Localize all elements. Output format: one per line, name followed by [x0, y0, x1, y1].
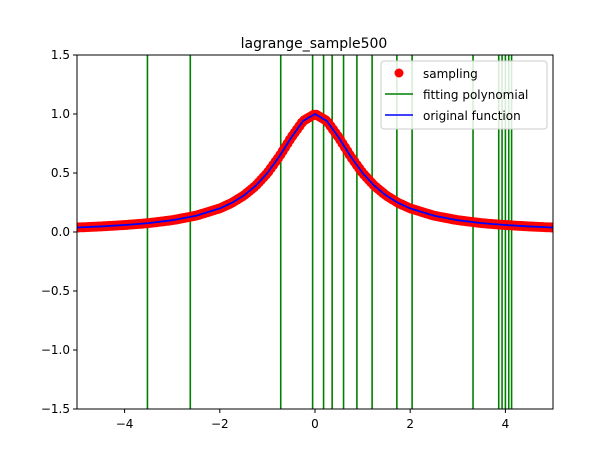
- legend-sampling-marker: [394, 68, 404, 78]
- x-tick-label-0: −4: [116, 417, 134, 431]
- axes: −4 −2 0 2 4 −1.5 −1.0 −0.5 0.0 0.5 1.0 1.5: [41, 48, 554, 431]
- legend: sampling fitting polynomial original fun…: [380, 60, 548, 130]
- legend-original-label: original function: [423, 109, 521, 123]
- x-tick-label-2: 0: [311, 417, 319, 431]
- y-tick-label-2: −0.5: [41, 284, 70, 298]
- legend-sampling-label: sampling: [423, 67, 478, 81]
- y-tick-label-3: 0.0: [51, 225, 70, 239]
- y-tick-label-1: −1.0: [41, 343, 70, 357]
- x-tick-label-1: −2: [211, 417, 229, 431]
- plot-area: [77, 55, 553, 409]
- x-tick-label-4: 4: [502, 417, 510, 431]
- legend-box: [380, 60, 548, 130]
- y-tick-label-5: 1.0: [51, 107, 70, 121]
- chart-title: lagrange_sample500: [241, 36, 388, 52]
- y-tick-label-4: 0.5: [51, 166, 70, 180]
- y-tick-label-6: 1.5: [51, 48, 70, 62]
- y-tick-label-0: −1.5: [41, 402, 70, 416]
- original-function-line: [77, 113, 553, 229]
- legend-fitting-label: fitting polynomial: [423, 88, 528, 102]
- x-tick-label-3: 2: [406, 417, 414, 431]
